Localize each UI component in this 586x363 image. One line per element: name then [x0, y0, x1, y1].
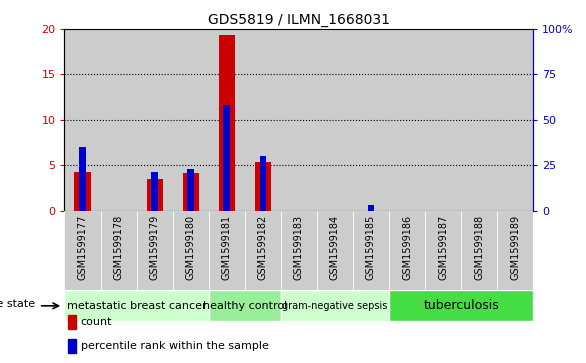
- Text: GSM1599180: GSM1599180: [186, 215, 196, 280]
- Bar: [209, 29, 245, 211]
- Bar: [353, 29, 389, 211]
- Bar: [389, 29, 425, 211]
- Text: count: count: [81, 317, 113, 327]
- Title: GDS5819 / ILMN_1668031: GDS5819 / ILMN_1668031: [208, 13, 390, 26]
- Bar: [317, 211, 353, 290]
- Bar: [219, 36, 235, 211]
- Text: disease state: disease state: [0, 299, 36, 309]
- Text: percentile rank within the sample: percentile rank within the sample: [81, 341, 269, 351]
- Bar: [101, 211, 137, 290]
- Bar: [74, 172, 91, 211]
- Text: healthy control: healthy control: [203, 301, 287, 311]
- Bar: [188, 169, 194, 211]
- Bar: [281, 290, 389, 321]
- Bar: [137, 29, 173, 211]
- Bar: [245, 211, 281, 290]
- Bar: [353, 211, 389, 290]
- Bar: [281, 211, 317, 290]
- Text: tuberculosis: tuberculosis: [423, 299, 499, 312]
- Bar: [68, 315, 76, 329]
- Bar: [209, 290, 281, 321]
- Bar: [64, 290, 209, 321]
- Text: metastatic breast cancer: metastatic breast cancer: [67, 301, 206, 311]
- Text: GSM1599189: GSM1599189: [510, 215, 520, 280]
- Text: gram-negative sepsis: gram-negative sepsis: [282, 301, 387, 311]
- Bar: [497, 29, 533, 211]
- Text: GSM1599186: GSM1599186: [402, 215, 412, 280]
- Text: GSM1599178: GSM1599178: [114, 215, 124, 280]
- Text: GSM1599182: GSM1599182: [258, 215, 268, 280]
- Bar: [245, 29, 281, 211]
- Bar: [183, 173, 199, 211]
- Bar: [209, 211, 245, 290]
- Bar: [173, 29, 209, 211]
- Bar: [68, 339, 76, 353]
- Text: GSM1599183: GSM1599183: [294, 215, 304, 280]
- Text: GSM1599185: GSM1599185: [366, 215, 376, 280]
- Text: GSM1599188: GSM1599188: [474, 215, 484, 280]
- Bar: [223, 105, 230, 211]
- Bar: [281, 29, 317, 211]
- Bar: [64, 211, 101, 290]
- Bar: [368, 205, 374, 211]
- Bar: [137, 211, 173, 290]
- Bar: [425, 29, 461, 211]
- Bar: [389, 290, 533, 321]
- Bar: [79, 147, 86, 211]
- Text: GSM1599177: GSM1599177: [77, 215, 87, 280]
- Bar: [260, 156, 266, 211]
- Text: GSM1599181: GSM1599181: [222, 215, 231, 280]
- Text: GSM1599179: GSM1599179: [149, 215, 159, 280]
- Bar: [425, 211, 461, 290]
- Bar: [151, 172, 158, 211]
- Text: GSM1599184: GSM1599184: [330, 215, 340, 280]
- Bar: [146, 179, 163, 211]
- Bar: [389, 211, 425, 290]
- Bar: [64, 29, 101, 211]
- Bar: [317, 29, 353, 211]
- Bar: [461, 29, 497, 211]
- Bar: [255, 163, 271, 211]
- Bar: [461, 211, 497, 290]
- Text: GSM1599187: GSM1599187: [438, 215, 448, 280]
- Bar: [173, 211, 209, 290]
- Bar: [101, 29, 137, 211]
- Bar: [497, 211, 533, 290]
